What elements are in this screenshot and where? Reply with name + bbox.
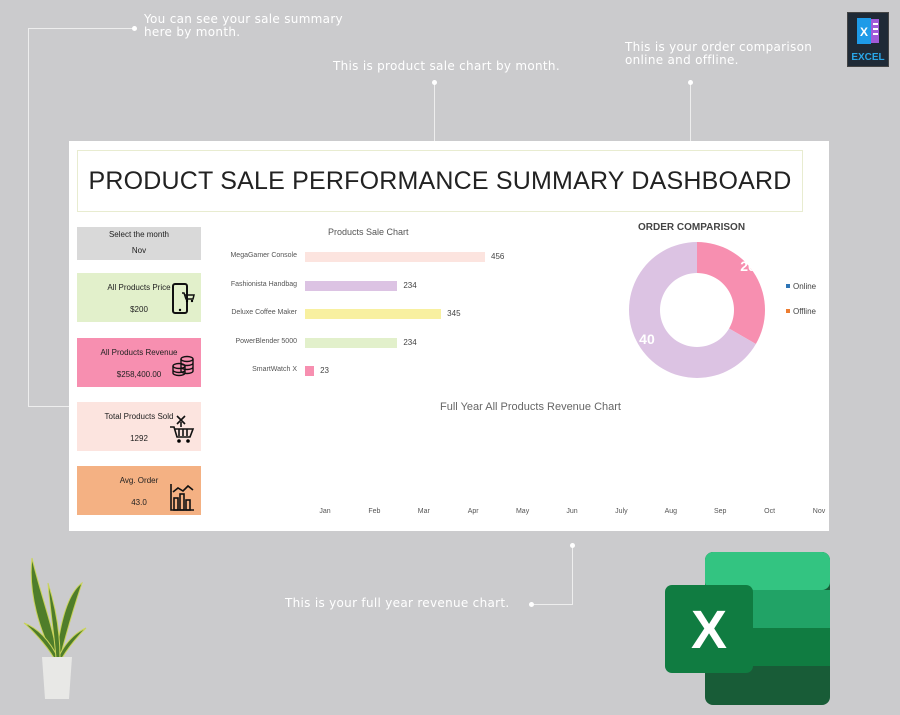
month-selector-label: Select the month: [108, 230, 170, 239]
kpi-avg-order: Avg. Order 43.0: [77, 466, 201, 515]
svg-text:X: X: [860, 25, 868, 39]
bar-label: Deluxe Coffee Maker: [231, 309, 297, 316]
month-selector[interactable]: Select the month Nov: [77, 227, 201, 260]
kpi-revenue: All Products Revenue $258,400.00: [77, 338, 201, 387]
kpi-value: $200: [130, 305, 148, 314]
bar-label: SmartWatch X: [252, 366, 297, 373]
legend-swatch: [786, 284, 790, 288]
x-tick-label: Feb: [368, 508, 380, 515]
bar-value-label: 345: [447, 309, 461, 318]
kpi-value: 43.0: [131, 498, 147, 507]
dashboard: PRODUCT SALE PERFORMANCE SUMMARY DASHBOA…: [69, 141, 829, 531]
kpi-label: Total Products Sold: [104, 412, 174, 421]
line-chart-title: Full Year All Products Revenue Chart: [440, 401, 621, 413]
x-tick-label: Jan: [319, 508, 330, 515]
x-tick-label: Mar: [418, 508, 431, 515]
order-comparison-chart: 20 Online 40 Offline: [629, 242, 817, 378]
legend-swatch: [786, 309, 790, 313]
x-tick-label: May: [516, 508, 530, 515]
kpi-value: 1292: [130, 434, 148, 443]
kpi-sold: Total Products Sold 1292: [77, 402, 201, 451]
kpi-label: All Products Price: [107, 283, 171, 292]
x-tick-label: Jun: [566, 508, 577, 515]
legend-label: Online: [793, 282, 817, 291]
x-tick-label: Aug: [665, 508, 678, 515]
annotation-revenue-chart: This is your full year revenue chart.: [285, 596, 510, 610]
bar-value-label: 234: [403, 337, 417, 347]
excel-icon: X: [857, 18, 879, 44]
x-tick-label: Oct: [764, 508, 775, 515]
plant-image: [23, 557, 87, 699]
x-tick-label: July: [615, 508, 628, 515]
bar: [305, 309, 442, 319]
bar-chart-icon: [170, 484, 194, 511]
bar-label: MegaGamer Console: [230, 252, 297, 259]
bar-value-label: 23: [320, 366, 329, 375]
bar-chart-title: Products Sale Chart: [328, 227, 409, 237]
svg-text:X: X: [691, 600, 727, 660]
bar: [305, 252, 485, 262]
donut-slice-online: [697, 242, 765, 344]
revenue-line-chart: $76,100Jan$48,400Feb$22,100Mar$56,100Apr…: [319, 508, 826, 515]
kpi-label: All Products Revenue: [100, 348, 178, 357]
bar: [305, 337, 398, 348]
x-tick-label: Sep: [714, 508, 727, 515]
coins-icon: [172, 355, 194, 377]
bar-value-label: 456: [491, 252, 505, 261]
donut-value-label: 20: [740, 258, 756, 274]
excel-badge: X EXCEL: [847, 12, 889, 67]
kpi-price: All Products Price $200: [77, 273, 201, 322]
badge-label: EXCEL: [851, 52, 885, 63]
bar-label: Fashionista Handbag: [230, 280, 297, 288]
annotation-summary: You can see your sale summary here by mon…: [144, 12, 343, 39]
donut-value-label: 40: [639, 331, 655, 347]
donut-chart-title: ORDER COMPARISON: [638, 222, 746, 233]
month-selector-value[interactable]: Nov: [131, 246, 147, 255]
bar: [305, 366, 315, 376]
annotation-product-chart: This is product sale chart by month.: [333, 59, 560, 73]
phone-cart-icon: [172, 283, 195, 314]
x-tick-label: Nov: [813, 508, 826, 515]
bar-value-label: 234: [403, 280, 417, 290]
bar: [305, 280, 398, 291]
cart-icon: [170, 415, 195, 443]
bar-label: PowerBlender 5000: [235, 337, 298, 345]
excel-logo: X: [665, 552, 830, 705]
kpi-label: Avg. Order: [119, 476, 159, 485]
donut-slice-offline: [629, 242, 756, 378]
kpi-value: $258,400.00: [116, 370, 162, 379]
legend-label: Offline: [793, 307, 817, 316]
x-tick-label: Apr: [468, 508, 480, 515]
page-title: PRODUCT SALE PERFORMANCE SUMMARY DASHBOA…: [77, 150, 803, 212]
annotation-order-comparison: This is your order comparison online and …: [625, 40, 813, 67]
